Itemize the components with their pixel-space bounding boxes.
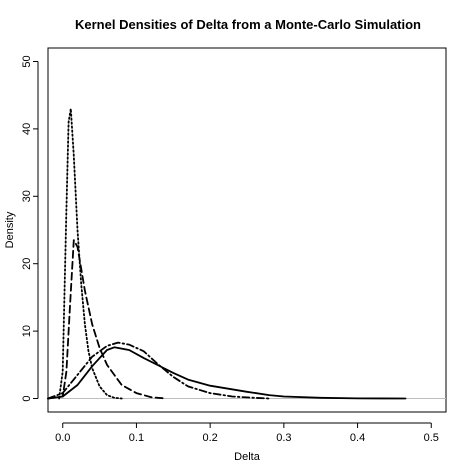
plot-frame bbox=[47, 47, 447, 413]
x-axis: 0.0 0.1 0.2 0.3 0.4 0.5 bbox=[55, 422, 439, 444]
chart-title: Kernel Densities of Delta from a Monte-C… bbox=[75, 17, 421, 32]
y-axis: 0 10 20 30 40 50 bbox=[21, 55, 39, 402]
density-curve-dashed bbox=[47, 239, 167, 400]
x-axis-title: Delta bbox=[234, 451, 261, 463]
x-tick-label: 0.5 bbox=[424, 432, 439, 444]
x-tick-label: 0.1 bbox=[129, 432, 144, 444]
x-tick-label: 0.4 bbox=[350, 432, 365, 444]
density-curve-dashdot bbox=[47, 341, 270, 400]
y-tick-label: 50 bbox=[21, 55, 33, 67]
x-tick-label: 0.0 bbox=[55, 432, 70, 444]
x-tick-label: 0.3 bbox=[276, 432, 291, 444]
density-curve-dotted bbox=[58, 107, 123, 400]
y-tick-label: 40 bbox=[21, 123, 33, 135]
density-curve-solid bbox=[47, 346, 407, 400]
density-curves bbox=[47, 107, 407, 400]
y-axis-title: Density bbox=[4, 211, 16, 248]
y-tick-label: 10 bbox=[21, 325, 33, 337]
y-tick-label: 30 bbox=[21, 190, 33, 202]
y-tick-label: 20 bbox=[21, 258, 33, 270]
y-tick-label: 0 bbox=[21, 395, 33, 401]
x-tick-label: 0.2 bbox=[202, 432, 217, 444]
